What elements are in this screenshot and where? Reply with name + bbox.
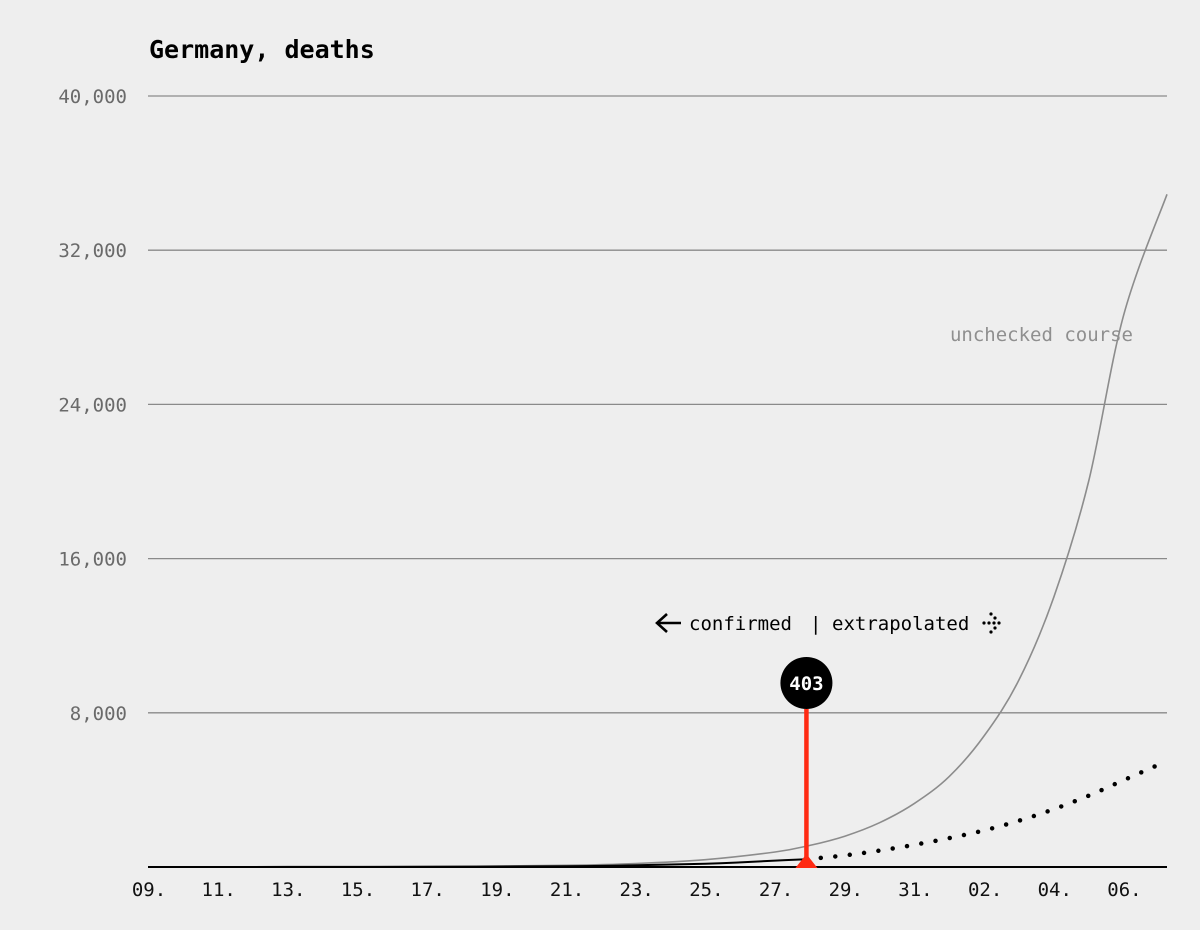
current-marker: 403 (780, 656, 833, 868)
chart-title: Germany, deaths (149, 35, 375, 64)
series-layer (147, 194, 1170, 868)
series-line-extrapolated (804, 758, 1170, 862)
marker-triangle (795, 854, 818, 868)
x-tick-label: 15. (341, 879, 375, 901)
divider-right-label: extrapolated (832, 613, 969, 635)
x-axis: 09. 11. 13. 15. 17. 19. 21. 23. 25. 27. 29. 31. 02. 0… (132, 879, 1142, 901)
unchecked-course-annotation: unchecked course (950, 324, 1133, 346)
x-tick-label: 19. (480, 879, 514, 901)
x-tick-label: 11. (202, 879, 236, 901)
x-tick-label: 09. (132, 879, 166, 901)
x-tick-label: 17. (411, 879, 445, 901)
marker-value-label: 403 (789, 673, 823, 695)
y-tick-label: 24,000 (58, 394, 127, 416)
x-tick-label: 21. (550, 879, 584, 901)
x-tick-label: 23. (620, 879, 654, 901)
x-tick-label: 27. (759, 879, 793, 901)
y-tick-label: 32,000 (58, 240, 127, 262)
x-tick-label: 13. (271, 879, 305, 901)
dotted-arrow-right-icon (982, 612, 1001, 634)
x-tick-label: 31. (898, 879, 932, 901)
x-tick-label: 06. (1107, 879, 1141, 901)
arrow-left-icon (655, 613, 681, 633)
marker-badge (780, 656, 833, 709)
series-line-confirmed (147, 858, 807, 868)
grid (148, 95, 1167, 714)
x-tick-label: 25. (689, 879, 723, 901)
divider-separator: | (810, 613, 821, 635)
x-tick-label: 04. (1038, 879, 1072, 901)
y-axis: 8,000 16,000 24,000 32,000 40,000 (58, 86, 127, 725)
x-tick-label: 02. (968, 879, 1002, 901)
y-tick-label: 8,000 (70, 703, 127, 725)
divider-left-label: confirmed (689, 613, 792, 635)
y-tick-label: 40,000 (58, 86, 127, 108)
confirmed-extrapolated-divider: confirmed | extrapolated (655, 612, 1001, 635)
y-tick-label: 16,000 (58, 549, 127, 571)
x-tick-label: 29. (829, 879, 863, 901)
series-line-unchecked-course (147, 194, 1168, 868)
